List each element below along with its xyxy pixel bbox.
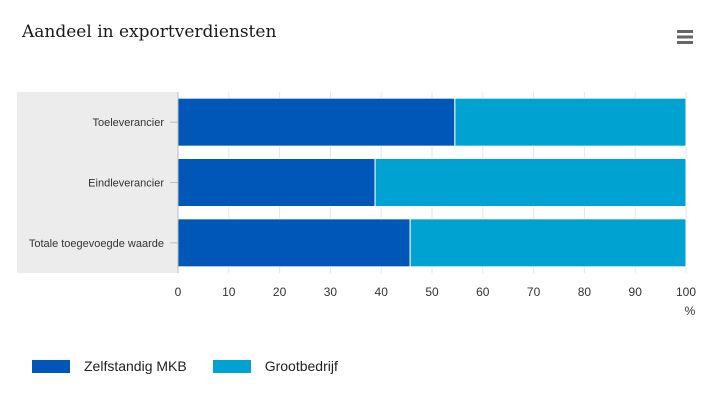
legend-item-zelfstandig-mkb[interactable]: Zelfstandig MKB [32,358,187,374]
x-tick-label-50: 50 [425,285,439,299]
x-tick-label-90: 90 [629,285,643,299]
x-tick-label-0: 0 [175,285,182,299]
bar-zelfstandig-mkb-totale-toegevoegde-waarde[interactable] [177,218,411,268]
bar-grootbedrijf-totale-toegevoegde-waarde[interactable] [409,218,687,268]
x-tick-label-80: 80 [578,285,592,299]
stacked-bar-chart: Toeleverancier Eindleverancier Totale toeg… [17,92,696,318]
bar-zelfstandig-mkb-toeleverancier[interactable] [177,97,456,147]
bar-grootbedrijf-eindleverancier[interactable] [374,158,687,207]
x-tick-label-100: 100 [676,285,696,299]
bar-zelfstandig-mkb-eindleverancier[interactable] [177,158,376,207]
legend-swatch-zelfstandig-mkb [32,359,70,373]
y-tick-label-eindleverancier: Eindleverancier [88,178,164,190]
x-tick-label-40: 40 [375,285,389,299]
category-band [17,92,178,273]
bar-grootbedrijf-toeleverancier[interactable] [454,97,687,147]
y-tick-label-totale-toegevoegde-waarde: Totale toegevoegde waarde [29,238,164,250]
x-tick-label-10: 10 [222,285,236,299]
legend-item-grootbedrijf[interactable]: Grootbedrijf [212,358,338,374]
legend-label-grootbedrijf: Grootbedrijf [264,358,338,374]
chart-title: Aandeel in exportverdiensten [22,22,277,42]
hamburger-menu-icon[interactable] [673,27,697,47]
legend-label-zelfstandig-mkb: Zelfstandig MKB [84,358,187,374]
x-tick-label-60: 60 [476,285,490,299]
x-tick-label-70: 70 [527,285,541,299]
x-tick-label-20: 20 [273,285,287,299]
x-axis-unit-label: % [685,304,696,318]
legend-swatch-grootbedrijf [212,359,251,373]
legend: Zelfstandig MKB Grootbedrijf [32,358,364,374]
x-tick-label-30: 30 [324,285,338,299]
y-tick-label-toeleverancier: Toeleverancier [92,117,164,129]
